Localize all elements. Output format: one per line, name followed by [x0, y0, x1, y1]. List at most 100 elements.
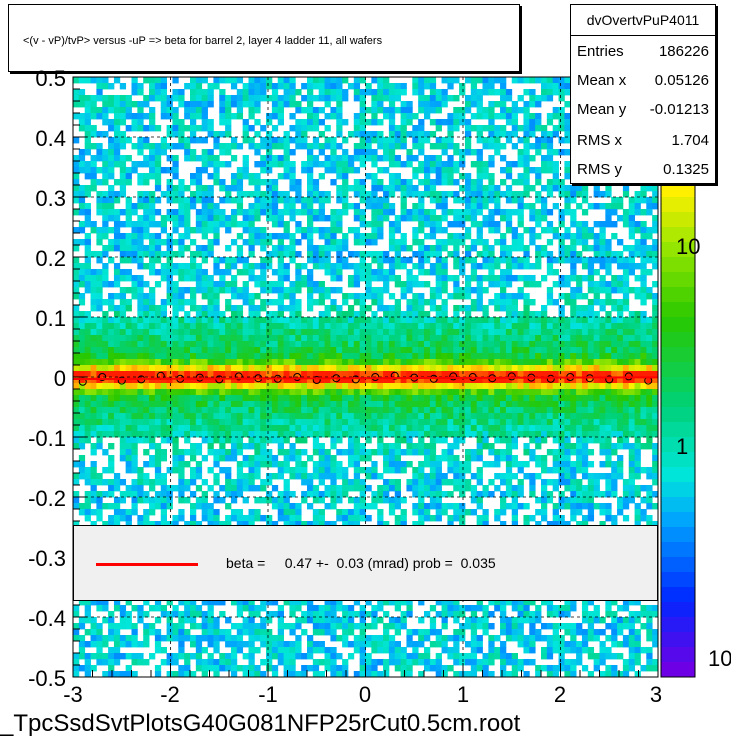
heatmap-cell — [172, 341, 179, 348]
heatmap-cell — [652, 197, 659, 204]
heatmap-cell — [488, 323, 495, 330]
heatmap-cell — [301, 263, 308, 270]
heatmap-cell — [260, 95, 267, 102]
heatmap-cell — [383, 107, 390, 114]
heatmap-cell — [143, 293, 150, 300]
heatmap-cell — [90, 77, 97, 84]
heatmap-cell — [113, 107, 121, 114]
heatmap-cell — [119, 239, 127, 246]
heatmap-cell — [558, 341, 565, 348]
heatmap-cell — [529, 275, 536, 282]
heatmap-cell — [628, 389, 635, 396]
heatmap-cell — [108, 305, 115, 312]
heatmap-cell — [552, 329, 559, 336]
heatmap-cell — [581, 335, 589, 342]
heatmap-cell — [195, 263, 203, 270]
heatmap-cell — [470, 455, 478, 462]
heatmap-cell — [447, 329, 454, 336]
heatmap-cell — [429, 383, 437, 390]
heatmap-cell — [318, 173, 325, 180]
heatmap-cell — [552, 353, 559, 360]
heatmap-cell — [295, 137, 302, 144]
heatmap-cell — [254, 461, 261, 468]
heatmap-cell — [307, 251, 314, 258]
heatmap-cell — [271, 125, 279, 132]
heatmap-cell — [242, 347, 249, 354]
heatmap-cell — [266, 155, 273, 162]
heatmap-cell — [476, 161, 483, 168]
heatmap-cell — [488, 185, 495, 192]
heatmap-cell — [441, 143, 448, 150]
heatmap-cell — [154, 161, 162, 168]
heatmap-cell — [312, 77, 320, 84]
heatmap-cell — [476, 287, 483, 294]
heatmap-cell — [593, 269, 600, 276]
heatmap-cell — [260, 335, 267, 342]
heatmap-cell — [494, 317, 501, 324]
heatmap-cell — [500, 281, 507, 288]
heatmap-cell — [535, 377, 542, 384]
heatmap-cell — [324, 461, 331, 468]
heatmap-cell — [500, 359, 507, 366]
heatmap-cell — [260, 329, 267, 336]
heatmap-cell — [125, 425, 132, 432]
heatmap-cell — [494, 371, 501, 378]
heatmap-cell — [78, 413, 86, 420]
heatmap-cell — [131, 317, 138, 324]
heatmap-cell — [119, 329, 127, 336]
heatmap-cell — [271, 389, 279, 396]
heatmap-cell — [593, 257, 600, 264]
heatmap-cell — [301, 119, 308, 126]
heatmap-cell — [564, 443, 571, 450]
heatmap-cell — [154, 251, 162, 258]
heatmap-cell — [488, 101, 495, 108]
heatmap-cell — [230, 455, 238, 462]
heatmap-cell — [201, 335, 208, 342]
heatmap-cell — [312, 353, 320, 360]
heatmap-cell — [242, 443, 249, 450]
heatmap-cell — [219, 275, 226, 282]
heatmap-cell — [307, 341, 314, 348]
heatmap-cell — [558, 257, 565, 264]
heatmap-cell — [418, 161, 425, 168]
heatmap-cell — [541, 437, 548, 444]
heatmap-cell — [640, 257, 647, 264]
heatmap-cell — [517, 215, 524, 222]
heatmap-cell — [225, 113, 232, 120]
heatmap-cell — [383, 449, 390, 456]
heatmap-cell — [581, 437, 589, 444]
heatmap-cell — [312, 281, 320, 288]
heatmap-cell — [242, 359, 249, 366]
heatmap-cell — [266, 95, 273, 102]
heatmap-cell — [254, 119, 261, 126]
heatmap-cell — [166, 197, 173, 204]
heatmap-cell — [435, 341, 442, 348]
heatmap-cell — [500, 395, 507, 402]
heatmap-cell — [365, 335, 372, 342]
heatmap-cell — [424, 341, 431, 348]
heatmap-cell — [271, 269, 279, 276]
heatmap-cell — [172, 461, 179, 468]
heatmap-cell — [307, 329, 314, 336]
heatmap-cell — [248, 425, 255, 432]
heatmap-cell — [154, 377, 162, 384]
heatmap-cell — [459, 257, 466, 264]
heatmap-cell — [464, 143, 472, 150]
heatmap-cell — [429, 407, 437, 414]
heatmap-cell — [119, 161, 127, 168]
heatmap-cell — [125, 125, 132, 132]
heatmap-cell — [383, 287, 390, 294]
heatmap-cell — [225, 263, 232, 270]
heatmap-cell — [593, 191, 600, 198]
heatmap-cell — [266, 299, 273, 306]
heatmap-cell — [125, 239, 132, 246]
heatmap-cell — [324, 359, 331, 366]
heatmap-cell — [78, 149, 86, 156]
heatmap-cell — [552, 83, 559, 90]
heatmap-cell — [84, 95, 91, 102]
heatmap-cell — [412, 251, 419, 258]
heatmap-cell — [459, 353, 466, 360]
heatmap-cell — [254, 407, 261, 414]
heatmap-cell — [353, 317, 361, 324]
heatmap-cell — [225, 107, 232, 114]
